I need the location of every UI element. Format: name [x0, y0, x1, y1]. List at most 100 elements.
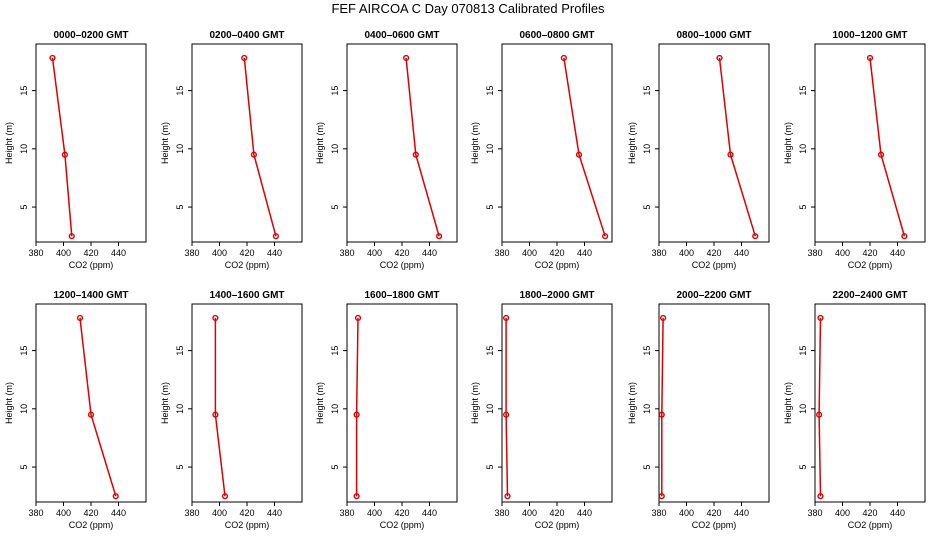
x-tick-label: 380: [651, 508, 666, 518]
data-point: [112, 493, 119, 500]
y-tick-label: 15: [330, 346, 340, 356]
x-tick-label: 400: [835, 508, 850, 518]
data-point: [660, 314, 667, 322]
x-tick-label: 400: [522, 508, 537, 518]
data-point: [503, 314, 510, 322]
x-tick-label: 400: [679, 508, 694, 518]
y-tick-label: 15: [485, 346, 495, 356]
y-tick-label: 10: [642, 404, 652, 414]
y-tick-label: 15: [798, 346, 808, 356]
x-tick-label: 440: [577, 508, 592, 518]
data-point: [901, 233, 908, 240]
x-tick-label: 420: [239, 508, 254, 518]
x-axis-label: CO2 (ppm): [692, 520, 737, 530]
y-tick-label: 15: [175, 86, 185, 96]
x-tick-label: 400: [56, 508, 71, 518]
x-tick-label: 440: [267, 248, 282, 258]
x-axis-label: CO2 (ppm): [380, 260, 425, 270]
y-axis-label: Height (m): [783, 122, 793, 164]
data-point: [241, 54, 248, 62]
data-point: [212, 411, 219, 418]
y-tick-label: 15: [642, 86, 652, 96]
y-axis-label: Height (m): [470, 382, 480, 424]
y-axis-label: Height (m): [315, 382, 325, 424]
profile-line: [214, 318, 226, 497]
plot-frame: [501, 303, 613, 503]
x-tick-label: 380: [28, 508, 43, 518]
x-axis-label: CO2 (ppm): [692, 260, 737, 270]
y-tick-label: 15: [642, 346, 652, 356]
data-point: [602, 233, 609, 240]
y-tick-label: 5: [19, 465, 29, 470]
y-tick-label: 5: [642, 205, 652, 210]
data-point: [817, 314, 824, 322]
y-tick-label: 10: [330, 144, 340, 154]
y-tick-label: 5: [175, 465, 185, 470]
data-point: [752, 233, 759, 240]
panel-title: 1000–1200 GMT: [832, 30, 907, 41]
y-tick-label: 10: [485, 404, 495, 414]
data-point: [353, 493, 360, 500]
y-tick-label: 10: [485, 144, 495, 154]
profile-line: [718, 57, 757, 237]
y-tick-label: 10: [175, 404, 185, 414]
data-point: [61, 151, 68, 158]
plot-frame: [814, 303, 926, 503]
data-point: [68, 233, 75, 240]
panel-title: 2200–2400 GMT: [832, 290, 907, 301]
profile-line: [505, 318, 509, 497]
data-point: [436, 233, 443, 240]
y-tick-label: 5: [19, 205, 29, 210]
x-axis-label: CO2 (ppm): [848, 260, 893, 270]
y-tick-label: 5: [330, 205, 340, 210]
y-axis-label: Height (m): [470, 122, 480, 164]
data-point: [354, 314, 362, 322]
plot-frame: [191, 303, 303, 503]
y-tick-label: 5: [485, 465, 495, 470]
x-axis-label: CO2 (ppm): [380, 520, 425, 530]
data-point: [866, 54, 874, 62]
y-tick-label: 5: [330, 465, 340, 470]
x-tick-label: 380: [651, 248, 666, 258]
y-tick-label: 5: [175, 205, 185, 210]
plot-frame: [35, 303, 147, 503]
x-tick-label: 420: [549, 248, 564, 258]
x-tick-label: 440: [111, 248, 126, 258]
x-axis-label: CO2 (ppm): [225, 260, 270, 270]
plot-frame: [814, 43, 926, 243]
x-tick-label: 440: [267, 508, 282, 518]
data-point: [816, 411, 823, 418]
y-tick-label: 10: [642, 144, 652, 154]
x-tick-label: 420: [706, 248, 721, 258]
profile-line: [869, 57, 906, 237]
x-axis-label: CO2 (ppm): [225, 520, 270, 530]
x-tick-label: 420: [239, 248, 254, 258]
y-axis-label: Height (m): [160, 122, 170, 164]
panel-title: 0600–0800 GMT: [519, 30, 594, 41]
y-tick-label: 15: [485, 86, 495, 96]
x-tick-label: 420: [549, 508, 564, 518]
x-tick-label: 380: [494, 248, 509, 258]
y-tick-label: 10: [798, 404, 808, 414]
y-tick-label: 5: [798, 465, 808, 470]
panel-title: 2000–2200 GMT: [676, 290, 751, 301]
y-tick-label: 5: [798, 205, 808, 210]
profile-line: [51, 57, 73, 237]
data-point: [250, 151, 257, 158]
plot-frame: [346, 43, 458, 243]
y-axis-label: Height (m): [4, 382, 14, 424]
panel-title: 0200–0400 GMT: [209, 30, 284, 41]
data-point: [503, 411, 510, 418]
y-axis-label: Height (m): [783, 382, 793, 424]
x-tick-label: 440: [111, 508, 126, 518]
x-tick-label: 420: [394, 248, 409, 258]
x-tick-label: 400: [212, 248, 227, 258]
data-point: [716, 54, 723, 62]
plot-frame: [658, 43, 770, 243]
x-tick-label: 420: [862, 508, 877, 518]
x-tick-label: 440: [890, 248, 905, 258]
x-tick-label: 380: [807, 248, 822, 258]
y-axis-label: Height (m): [627, 122, 637, 164]
profile-line: [818, 317, 822, 497]
